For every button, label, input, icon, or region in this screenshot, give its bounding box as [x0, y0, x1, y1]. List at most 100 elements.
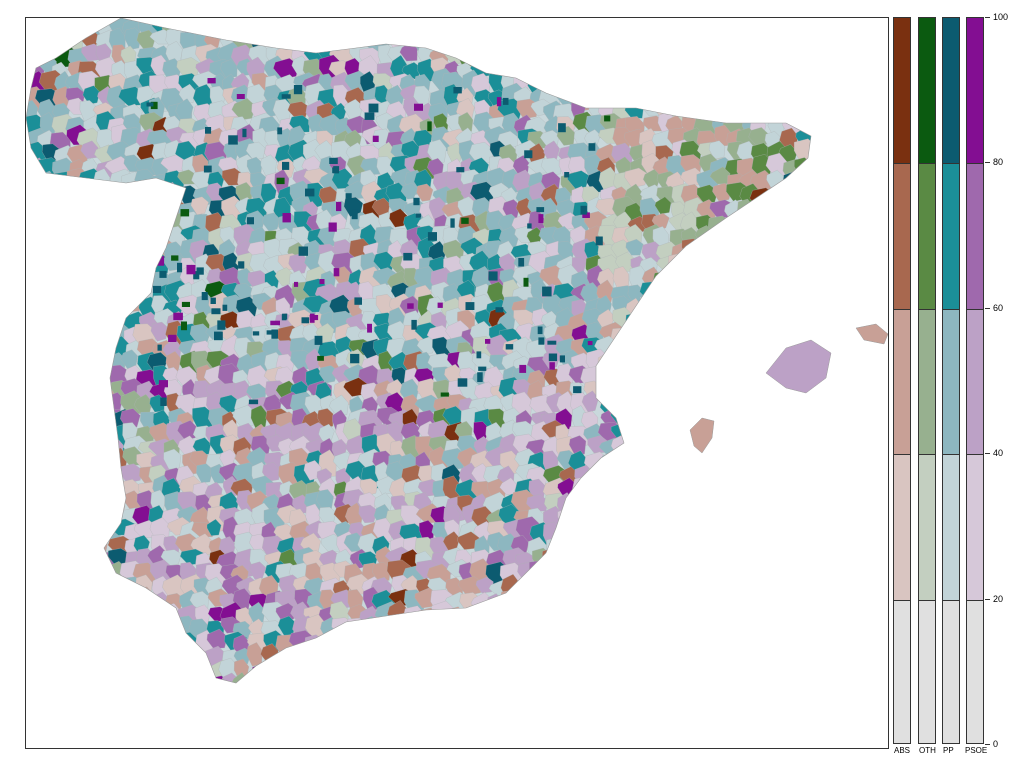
municipality [34, 657, 54, 681]
municipality [749, 531, 776, 558]
municipality [53, 691, 77, 713]
municipality [795, 18, 811, 38]
municipality [282, 161, 290, 170]
municipality [623, 701, 643, 727]
municipality [693, 270, 717, 292]
municipality [264, 671, 284, 683]
municipality [682, 382, 704, 410]
municipality [596, 28, 620, 51]
municipality [668, 377, 693, 402]
municipality [781, 574, 803, 597]
municipality [67, 465, 93, 486]
municipality [273, 658, 296, 683]
municipality [781, 224, 806, 245]
municipality [667, 392, 692, 416]
municipality [109, 224, 128, 245]
colorbar-oth-segment [919, 308, 935, 455]
municipality [739, 73, 759, 100]
municipality [710, 474, 734, 498]
municipality [292, 673, 315, 683]
municipality [792, 71, 811, 96]
municipality [526, 632, 543, 657]
municipality [78, 659, 96, 683]
municipality [791, 491, 809, 510]
municipality [741, 438, 762, 458]
municipality [681, 519, 699, 547]
municipality [540, 617, 559, 639]
municipality [681, 309, 697, 331]
municipality [82, 410, 98, 437]
municipality [581, 390, 599, 413]
municipality [36, 254, 62, 271]
municipality [518, 258, 525, 267]
municipality [585, 560, 605, 589]
municipality [53, 324, 76, 345]
municipality [724, 506, 746, 527]
municipality [37, 448, 63, 471]
municipality [511, 617, 537, 639]
municipality [80, 476, 99, 496]
municipality [317, 355, 324, 361]
legend-tick-mark [985, 17, 990, 18]
municipality [739, 644, 763, 665]
municipality [568, 494, 586, 517]
municipality [697, 476, 715, 495]
municipality [627, 445, 649, 467]
municipality [513, 309, 535, 326]
municipality [639, 73, 655, 101]
municipality [261, 690, 277, 709]
municipality [766, 605, 785, 635]
municipality [738, 97, 761, 117]
municipality [754, 559, 779, 580]
municipality [708, 311, 735, 341]
legend-tick-label: 20 [993, 593, 1004, 604]
municipality [693, 452, 715, 475]
municipality [822, 118, 844, 136]
municipality [609, 18, 634, 40]
municipality [778, 312, 800, 333]
municipality [66, 523, 94, 548]
municipality [82, 325, 99, 351]
municipality [641, 31, 666, 53]
municipality [805, 534, 811, 553]
municipality [247, 18, 269, 43]
municipality [695, 691, 717, 712]
municipality [40, 298, 61, 324]
municipality [678, 644, 703, 672]
municipality [808, 43, 811, 65]
municipality [749, 452, 768, 475]
municipality [667, 603, 688, 629]
municipality [460, 633, 482, 654]
municipality [440, 392, 449, 397]
municipality [181, 321, 187, 331]
municipality [37, 270, 60, 293]
municipality [358, 504, 378, 523]
municipality [612, 560, 631, 586]
municipality [304, 634, 324, 652]
municipality [667, 614, 690, 636]
municipality [809, 324, 811, 341]
municipality [26, 185, 46, 211]
municipality [332, 167, 339, 174]
municipality [39, 507, 64, 528]
municipality [344, 631, 368, 655]
municipality [710, 577, 728, 606]
municipality [670, 562, 690, 588]
municipality [753, 576, 772, 597]
municipality [121, 615, 144, 641]
municipality [517, 656, 538, 677]
municipality [413, 197, 420, 206]
municipality [331, 704, 348, 723]
municipality [737, 475, 763, 501]
municipality [657, 590, 677, 615]
municipality [374, 685, 393, 713]
legend-tick-mark [985, 598, 990, 600]
municipality [794, 551, 811, 575]
municipality [146, 633, 165, 657]
municipality [418, 673, 436, 683]
municipality [667, 18, 689, 47]
municipality [721, 479, 746, 507]
municipality [752, 100, 770, 123]
municipality [808, 702, 827, 728]
municipality [211, 308, 221, 315]
